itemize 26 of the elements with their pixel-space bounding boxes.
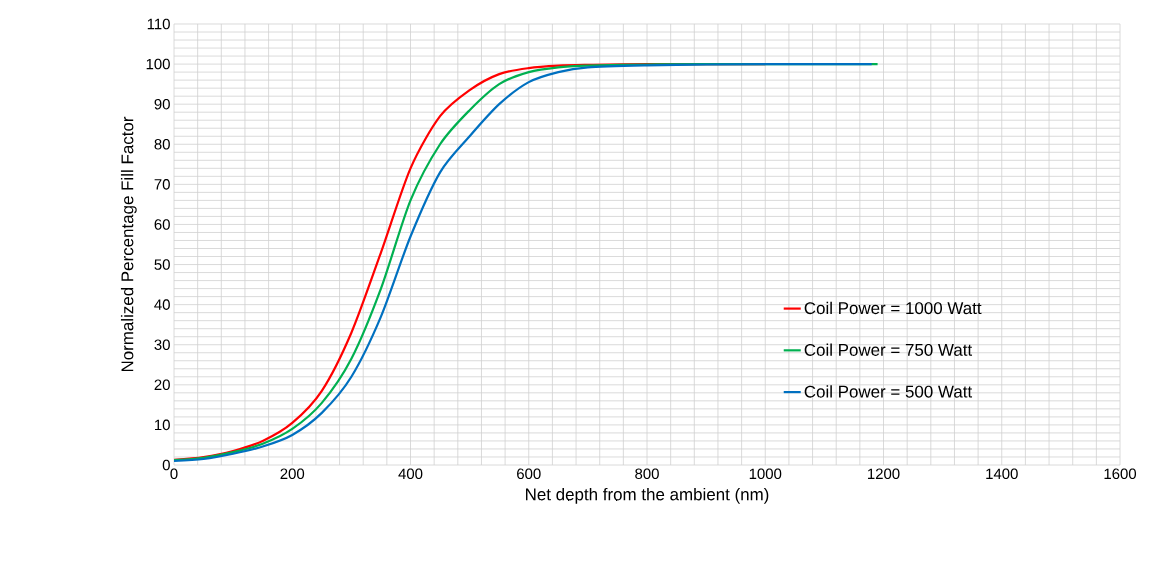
y-tick-label: 80: [154, 138, 170, 150]
x-tick-label: 600: [517, 468, 541, 480]
y-tick-label: 110: [147, 18, 170, 30]
x-tick-label: 1400: [986, 468, 1018, 480]
y-tick-label: 10: [155, 419, 170, 431]
y-tick-label: 70: [154, 179, 170, 190]
x-tick-label: 400: [398, 468, 423, 480]
y-tick-label: 60: [154, 219, 170, 230]
x-tick-label: 800: [635, 468, 659, 480]
y-tick-label: 30: [154, 339, 170, 351]
legend-label: Coil Power = 750 Watt: [804, 343, 973, 356]
x-tick-label: 1600: [1104, 468, 1137, 480]
x-tick-label: 0: [170, 468, 178, 480]
y-tick-label: 20: [154, 379, 170, 391]
x-axis-title: Net depth from the ambient (nm): [526, 487, 769, 504]
y-tick-label: 0: [162, 459, 170, 471]
y-tick-label: 40: [154, 299, 170, 310]
x-tick-label: 1200: [868, 468, 900, 480]
x-tick-label: 1000: [749, 468, 782, 480]
y-axis-title: Normalized Percentage Fill Factor: [120, 116, 137, 372]
x-tick-label: 200: [280, 468, 305, 480]
legend-label: Coil Power = 1000 Watt: [804, 301, 982, 315]
y-tick-label: 50: [154, 259, 170, 270]
y-tick-label: 90: [154, 98, 170, 110]
legend-label: Coil Power = 500 Watt: [804, 385, 973, 398]
y-tick-label: 100: [146, 58, 170, 70]
